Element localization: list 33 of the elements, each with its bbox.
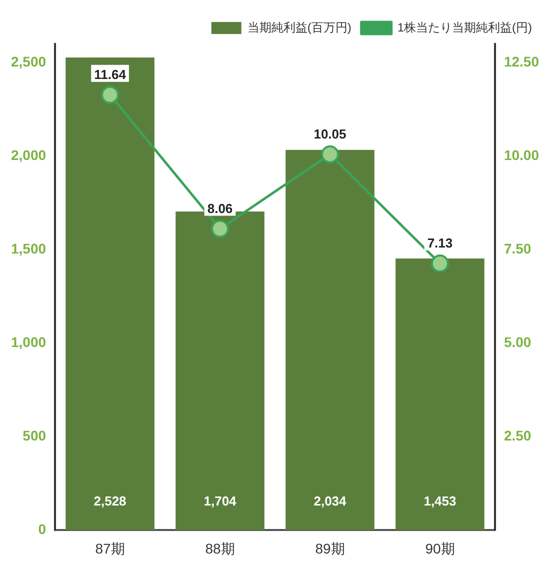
point xyxy=(320,145,339,164)
y2-tick-label: 5.00 xyxy=(504,334,532,350)
data-label: 10.05 xyxy=(314,126,346,142)
y-tick-label: 0 xyxy=(38,521,46,538)
data-label: 1,453 xyxy=(424,493,456,508)
y-tick-label: 1,500 xyxy=(10,240,46,257)
y2-tick-label: 2.50 xyxy=(504,428,532,444)
y-tick-label: 2,500 xyxy=(10,54,46,70)
x-tick-label: 89期 xyxy=(315,540,345,556)
y-tick-label: 500 xyxy=(22,428,46,444)
point xyxy=(211,220,230,238)
x-tick-label: 88期 xyxy=(205,540,235,556)
data-label: 2,034 xyxy=(314,493,348,508)
y2-tick-label: 10.00 xyxy=(504,147,540,164)
y-tick-label: 1,000 xyxy=(10,334,46,350)
x-tick-label: 87期 xyxy=(95,540,125,556)
y2-tick-label: 7.50 xyxy=(504,240,532,257)
point xyxy=(430,254,449,273)
x-tick-label: 90期 xyxy=(425,540,455,556)
data-label: 7.13 xyxy=(427,236,453,251)
data-label: 8.06 xyxy=(207,200,233,216)
y2-tick-label: 12.50 xyxy=(504,54,540,70)
point xyxy=(101,86,120,104)
y-tick-label: 2,000 xyxy=(10,147,46,164)
bar xyxy=(396,258,484,530)
data-label: 2,528 xyxy=(94,493,126,508)
bar xyxy=(286,150,374,530)
bar xyxy=(66,57,154,530)
legend-label: 当期純利益(百万円) xyxy=(247,20,352,34)
data-label: 1,704 xyxy=(204,493,238,508)
bar xyxy=(176,212,264,530)
legend-label: 1株当たり当期純利益(円) xyxy=(397,20,532,34)
data-label: 11.64 xyxy=(94,66,127,82)
